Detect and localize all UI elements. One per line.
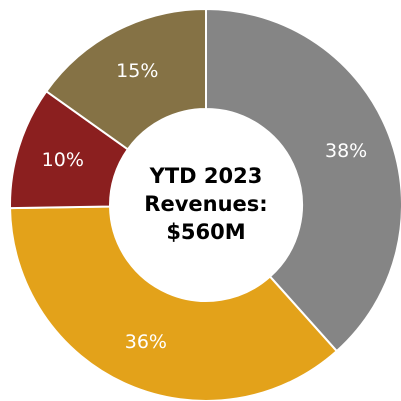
slice xyxy=(205,7,401,353)
center-title: YTD 2023 xyxy=(149,164,263,188)
slice-label: 36% xyxy=(125,331,167,353)
slice-label: 10% xyxy=(42,149,84,171)
slice xyxy=(9,205,339,401)
center-title: $560M xyxy=(166,220,245,244)
center-title: Revenues: xyxy=(144,192,267,216)
slice xyxy=(44,7,207,151)
slice-label: 15% xyxy=(116,60,158,82)
slice-label: 38% xyxy=(325,140,367,162)
